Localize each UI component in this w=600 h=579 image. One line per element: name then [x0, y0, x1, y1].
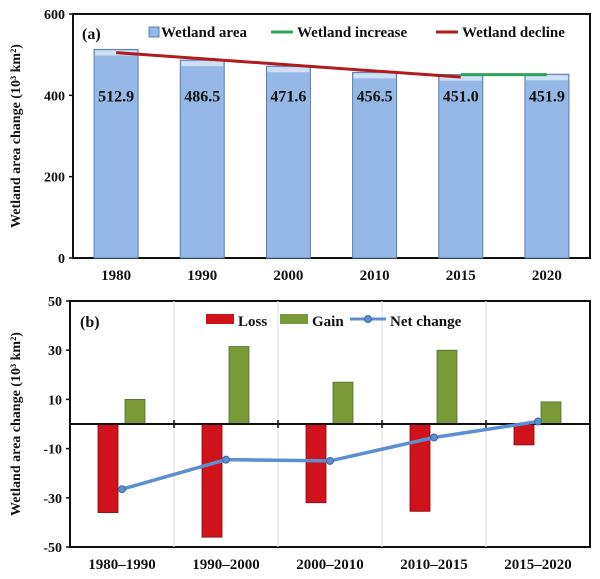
data-label: 471.6 [270, 88, 306, 105]
legend-a: Wetland area Wetland increase Wetland de… [148, 25, 565, 41]
x-tick-label-a: 1980 [101, 268, 131, 284]
y-tick-label-a: 400 [44, 89, 65, 104]
legend-label-wetland-increase: Wetland increase [297, 25, 407, 41]
x-tick-label-a: 2020 [532, 268, 562, 284]
y-tick-label-a: 600 [44, 8, 65, 23]
bar-gain [332, 381, 354, 425]
y-tick-label-b: 10 [48, 393, 62, 408]
point-net-change [326, 456, 334, 465]
legend-swatch-gain [280, 314, 308, 324]
y-tick-label-b: -50 [43, 541, 62, 556]
x-tick-label-b: 1980–1990 [88, 557, 156, 573]
plot-area-a [72, 13, 591, 259]
bar-gain [436, 349, 458, 425]
bar-gain [540, 401, 562, 425]
panel-label-b: (b) [80, 314, 100, 331]
x-tick-label-a: 2000 [273, 268, 303, 284]
bar-wetland-area [352, 71, 398, 259]
y-axis-label-a: Wetland area change (10³ km²) [9, 44, 24, 228]
legend-label-loss: Loss [238, 314, 267, 330]
bar-loss [409, 423, 431, 512]
x-tick-label-b: 2000–2010 [296, 557, 364, 573]
y-axis-label-b: Wetland area change (10³ km²) [9, 332, 24, 516]
legend-label-gain: Gain [312, 314, 344, 330]
bar-highlight [181, 61, 224, 67]
legend-swatch-wetland-area [148, 26, 160, 38]
panel-b: -50 -30 -10 10 30 50 1980–1990 1990–2000 2000–20… [9, 295, 591, 573]
data-label: 456.5 [357, 88, 393, 105]
y-tick-label-a: 0 [58, 252, 65, 267]
panel-label-a: (a) [82, 26, 101, 43]
point-net-change [118, 485, 126, 494]
bar-highlight [525, 75, 568, 81]
bar-highlight [439, 75, 482, 81]
legend-label-wetland-area: Wetland area [161, 25, 247, 41]
bar-loss [513, 423, 535, 446]
data-label: 512.9 [98, 88, 134, 105]
bar-loss [305, 423, 327, 504]
x-tick-label-a: 2015 [446, 268, 476, 284]
legend-marker-net-change [364, 315, 372, 323]
legend-swatch-loss [206, 314, 234, 324]
y-tick-label-b: -10 [43, 443, 62, 458]
bar-wetland-area [438, 74, 484, 259]
x-tick-label-a: 1990 [187, 268, 217, 284]
bar-wetland-area [179, 59, 225, 259]
bar-gain [228, 346, 250, 425]
bar-highlight [267, 67, 310, 73]
point-net-change [222, 455, 230, 464]
x-tick-label-b: 2010–2015 [400, 557, 468, 573]
legend-label-net-change: Net change [390, 314, 462, 330]
bar-loss [201, 423, 223, 538]
panel-a: 512.9 486.5 471.6 456.5 451.0 451.9 0 200 400 60… [9, 8, 591, 284]
legend-label-wetland-decline: Wetland decline [462, 25, 565, 41]
data-label: 451.9 [529, 88, 565, 105]
data-label: 451.0 [443, 88, 479, 105]
bar-loss [97, 423, 119, 513]
point-net-change [534, 417, 542, 426]
y-tick-label-a: 200 [44, 171, 65, 186]
data-label: 486.5 [184, 88, 220, 105]
x-tick-label-b: 2015–2020 [504, 557, 572, 573]
bar-gain [124, 398, 146, 425]
x-tick-label-a: 2010 [360, 268, 390, 284]
bar-highlight [353, 73, 396, 79]
y-tick-label-b: -30 [43, 492, 62, 507]
x-tick-label-b: 1990–2000 [192, 557, 260, 573]
bar-wetland-area [265, 65, 311, 259]
y-tick-label-b: 50 [48, 295, 62, 310]
y-tick-label-b: 30 [48, 344, 62, 359]
legend-b: Loss Gain Net change [206, 314, 462, 330]
point-net-change [430, 433, 438, 442]
line-wetland-decline [115, 51, 461, 79]
bar-wetland-area [93, 48, 139, 259]
